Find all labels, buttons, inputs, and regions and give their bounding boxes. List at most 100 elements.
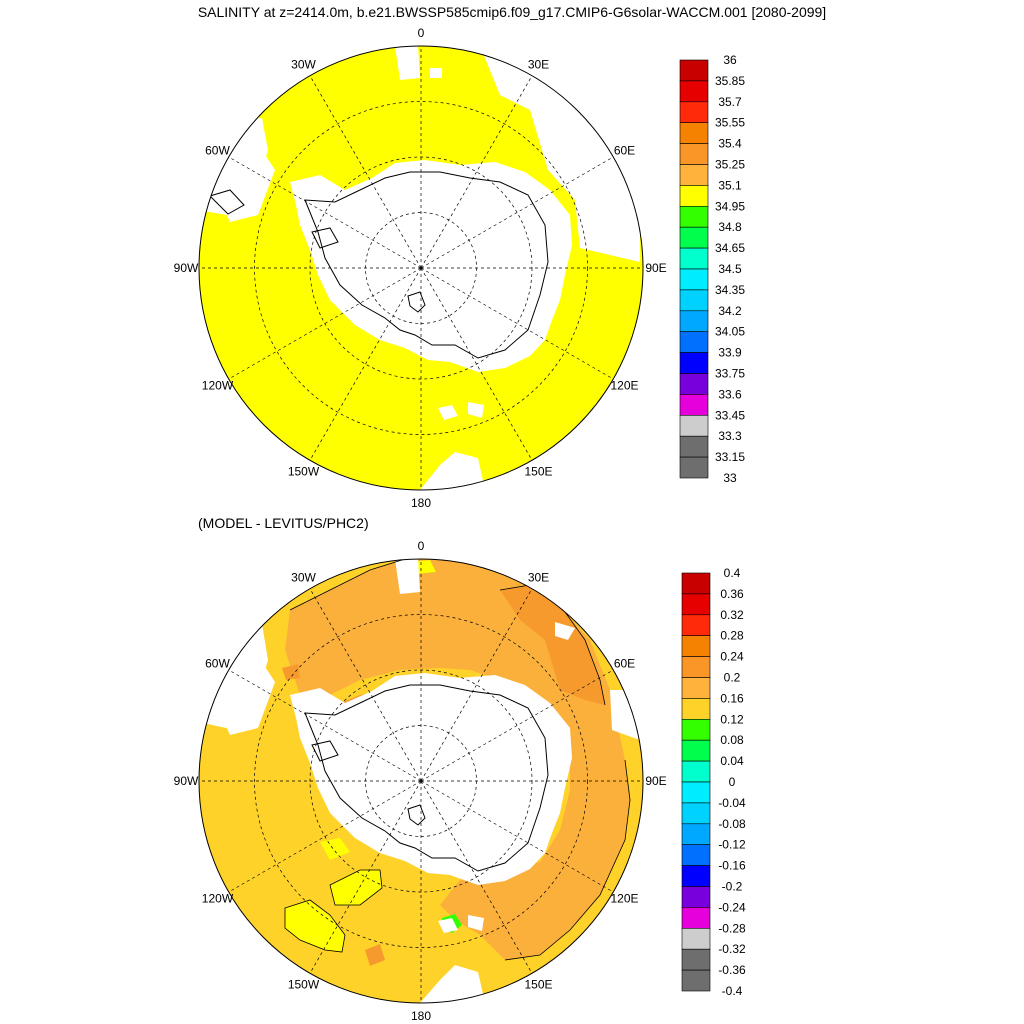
ice-shelf-outline	[407, 291, 426, 313]
top-longitude-labels: 0 30E 60E 90E 120E 150E 180 150W 120W 90W 60W 30W	[174, 26, 667, 510]
colorbar-tick-label: 33.9	[718, 346, 742, 360]
land-patch-north	[395, 46, 420, 80]
meridian-line	[420, 780, 614, 893]
colorbar-tick-label: 35.85	[715, 74, 745, 88]
colorbar-tick-label: -0.28	[718, 921, 746, 935]
colorbar-box	[681, 969, 711, 992]
colorbar-tick-label: -0.2	[722, 880, 743, 894]
colorbar-tick-label: 33.15	[715, 450, 745, 464]
longitude-label: 90W	[174, 774, 199, 788]
colorbar-box	[681, 593, 711, 616]
colorbar-box	[681, 802, 711, 825]
land-island-patch-2	[468, 402, 484, 418]
colorbar-tick-label: -0.32	[718, 942, 746, 956]
longitude-label: 150W	[288, 978, 320, 992]
contour-0.16	[289, 559, 406, 611]
longitude-label: 0	[418, 539, 425, 553]
map-border	[198, 558, 644, 1004]
colorbar-box	[679, 185, 709, 207]
colorbar-tick-label: 33.3	[718, 429, 742, 443]
longitude-label: 150E	[524, 978, 552, 992]
colorbar-tick-label: 35.25	[715, 158, 745, 172]
meridian-line	[420, 267, 614, 380]
colorbar-tick-label: 0.24	[720, 650, 744, 664]
meridian-line	[420, 156, 614, 269]
land-patch-east	[555, 622, 575, 640]
land-patch-north	[395, 559, 420, 594]
colorbar-box	[681, 865, 711, 887]
latitude-circle	[254, 614, 588, 948]
meridian-line	[228, 156, 422, 269]
colorbar-box	[679, 206, 709, 228]
difference-region-0.08-0.12-c	[320, 838, 350, 860]
colorbar-tick-label: 0.36	[720, 587, 744, 601]
contour-0.2	[499, 584, 606, 706]
meridian-line	[309, 75, 422, 269]
longitude-label: 60E	[614, 144, 635, 158]
antarctic-coastline	[304, 684, 549, 872]
colorbar-box	[681, 760, 711, 783]
colorbar-tick-label: -0.12	[718, 838, 746, 852]
figure-title: SALINITY at z=2414.0m, b.e21.BWSSP585cmi…	[197, 4, 827, 20]
colorbar-box	[679, 122, 709, 144]
antarctic-coastline	[304, 171, 549, 359]
colorbar-tick-label: 33.75	[715, 367, 745, 381]
colorbar-tick-label: 0.4	[724, 566, 741, 580]
colorbar-tick-label: 34.5	[718, 262, 742, 276]
colorbar-box	[679, 59, 709, 82]
land-new-zealand-sector	[420, 965, 485, 1003]
colorbar-box	[681, 698, 711, 720]
land-south-america-tip	[210, 662, 275, 735]
meridian-line	[309, 780, 422, 974]
difference-subtitle: (MODEL - LEVITUS/PHC2)	[198, 515, 369, 531]
longitude-label: 90E	[645, 261, 666, 275]
colorbar-tick-label: 0.2	[724, 671, 741, 685]
colorbar-tick-label: 34.05	[715, 325, 745, 339]
colorbar-box	[679, 414, 709, 437]
land-south-america-tip	[210, 150, 275, 222]
colorbar-tick-label: 0.08	[720, 733, 744, 747]
meridian-line	[309, 588, 422, 782]
land-island-patch	[438, 918, 458, 933]
south-america-coast	[209, 189, 245, 215]
meridian-line	[420, 669, 614, 782]
colorbar-box	[681, 739, 711, 762]
latitude-circle	[254, 101, 588, 435]
colorbar-box	[679, 289, 709, 312]
longitude-label: 120E	[611, 892, 639, 906]
colorbar-box	[681, 907, 711, 929]
land-island-patch-2	[468, 915, 484, 931]
longitude-label: 90W	[174, 261, 199, 275]
longitude-label: 180	[411, 1009, 431, 1023]
salinity-map: 0 30E 60E 90E 120E 150E 180 150W 120W 90W 60W 30W	[174, 26, 667, 510]
colorbar-tick-label: 33.45	[715, 408, 745, 422]
colorbar-tick-label: -0.04	[718, 796, 746, 810]
meridian-line	[420, 780, 533, 974]
longitude-label: 30E	[528, 57, 549, 71]
longitude-label: 120E	[611, 379, 639, 393]
colorbar-tick-label: 35.55	[715, 116, 745, 130]
difference-region-0.16-0.2	[285, 559, 630, 960]
colorbar-tick-label: 35.4	[718, 137, 742, 151]
colorbar-tick-label: 34.35	[715, 283, 745, 297]
colorbar-box	[681, 781, 711, 804]
colorbar-tick-label: 0.04	[720, 754, 744, 768]
colorbar-box	[679, 352, 709, 374]
longitude-label: 150W	[288, 465, 320, 479]
colorbar-box	[681, 823, 711, 845]
colorbar-box	[679, 80, 709, 103]
colorbar-tick-label: -0.24	[718, 900, 746, 914]
bottom-graticule	[199, 559, 643, 1003]
colorbar-tick-label: 33	[723, 471, 737, 485]
colorbar-tick-label: 0.12	[720, 712, 744, 726]
colorbar-box	[679, 226, 709, 249]
meridian-line	[228, 780, 422, 893]
colorbar-box	[679, 143, 709, 165]
colorbar-box	[679, 456, 709, 479]
colorbar-tick-label: 35.7	[718, 95, 742, 109]
colorbar-tick-label: -0.36	[718, 963, 746, 977]
longitude-label: 30W	[291, 57, 316, 71]
top-graticule	[199, 46, 643, 490]
meridian-line	[420, 588, 533, 782]
